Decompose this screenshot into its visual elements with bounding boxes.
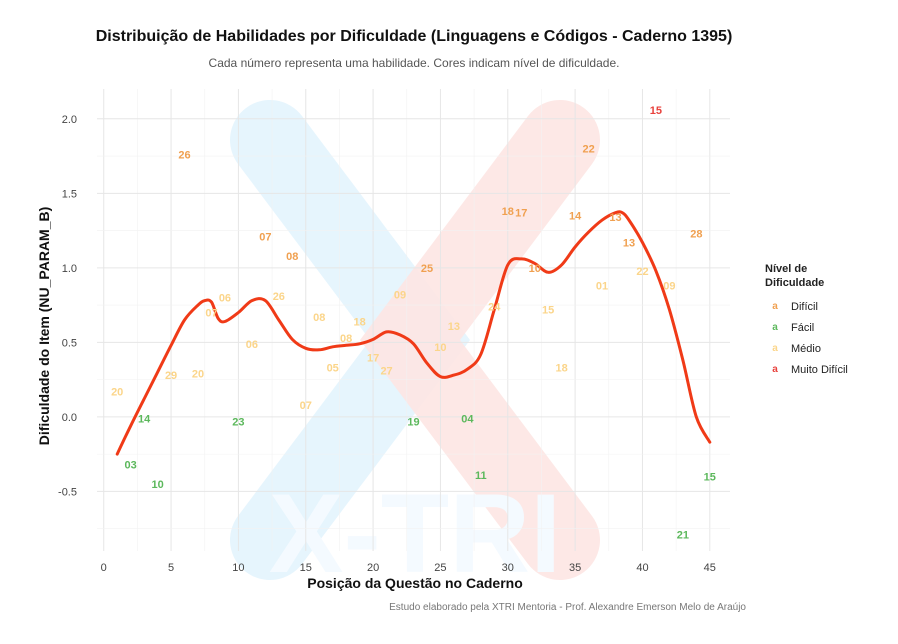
legend-key: a — [772, 364, 778, 375]
data-point-label: 11 — [475, 470, 487, 482]
data-point-label: 09 — [663, 281, 675, 293]
y-tick-label: 0.5 — [62, 337, 77, 349]
x-tick-label: 10 — [232, 562, 244, 574]
data-point-label: 18 — [556, 363, 568, 375]
y-tick-label: 1.0 — [62, 263, 77, 275]
data-point-label: 14 — [569, 211, 582, 223]
y-tick-label: 0.0 — [62, 412, 77, 424]
data-point-label: 07 — [205, 308, 217, 320]
data-point-label: 10 — [151, 479, 163, 491]
x-tick-label: 25 — [434, 562, 446, 574]
data-point-label: 01 — [596, 281, 608, 293]
data-point-label: 25 — [421, 263, 433, 275]
legend-label: Fácil — [791, 321, 815, 334]
data-point-label: 28 — [690, 229, 702, 241]
y-tick-label: -0.5 — [58, 486, 77, 498]
data-point-label: 06 — [219, 293, 231, 305]
data-point-label: 17 — [367, 352, 379, 364]
data-point-label: 21 — [677, 530, 689, 542]
data-point-label: 20 — [111, 387, 123, 399]
legend-label: Difícil — [791, 300, 818, 313]
legend-item: a Fácil — [765, 317, 848, 338]
points-group: 2003141029262007062306072608070805081817… — [111, 105, 716, 542]
x-tick-label: 30 — [502, 562, 514, 574]
data-point-label: 26 — [273, 291, 285, 303]
data-point-label: 24 — [488, 302, 501, 314]
x-tick-label: 40 — [636, 562, 648, 574]
x-axis-label: Posição da Questão no Caderno — [307, 575, 523, 591]
data-point-label: 06 — [246, 339, 258, 351]
data-point-label: 13 — [623, 238, 635, 250]
caption: Estudo elaborado pela XTRI Mentoria - Pr… — [389, 602, 746, 613]
data-point-label: 20 — [192, 369, 204, 381]
chart-subtitle: Cada número representa uma habilidade. C… — [208, 56, 620, 70]
data-point-label: 23 — [232, 416, 244, 428]
y-tick-label: 1.5 — [62, 188, 77, 200]
data-point-label: 04 — [461, 413, 474, 425]
legend-key: a — [772, 301, 778, 312]
data-point-label: 15 — [650, 105, 662, 117]
data-point-label: 07 — [259, 232, 271, 244]
x-tick-label: 15 — [300, 562, 312, 574]
data-point-label: 10 — [529, 263, 541, 275]
legend-label: Muito Difícil — [791, 363, 848, 376]
legend-item: a Médio — [765, 338, 848, 359]
data-point-label: 08 — [286, 251, 298, 263]
data-point-label: 05 — [327, 363, 339, 375]
data-point-label: 13 — [448, 321, 460, 333]
data-point-label: 09 — [394, 290, 406, 302]
legend-key: a — [772, 343, 778, 354]
x-tick-label: 35 — [569, 562, 581, 574]
legend-item: a Difícil — [765, 296, 848, 317]
data-point-label: 07 — [300, 400, 312, 412]
data-point-label: 18 — [502, 206, 514, 218]
data-point-label: 08 — [313, 312, 325, 324]
ticks-group: 0 5 10 15 20 25 30 35 40 45-0.50.00.51.01.52.0 — [58, 114, 716, 574]
chart-title: Distribuição de Habilidades por Dificuld… — [95, 28, 733, 45]
data-point-label: 08 — [340, 333, 352, 345]
y-axis-label: Dificuldade do Item (NU_PARAM_B) — [36, 207, 52, 446]
x-tick-label: 45 — [704, 562, 716, 574]
y-tick-label: 2.0 — [62, 114, 77, 126]
data-point-label: 22 — [636, 266, 648, 278]
data-point-label: 29 — [165, 370, 177, 382]
data-point-label: 17 — [515, 208, 527, 220]
grid — [97, 89, 730, 551]
legend-items: a Difícil a Fácil a Médio a Muito Difícil — [765, 296, 848, 380]
data-point-label: 19 — [407, 416, 419, 428]
data-point-label: 03 — [125, 460, 137, 472]
legend: Nível de Dificuldade a Difícil a Fácil a Médi… — [765, 262, 848, 380]
x-tick-label: 5 — [168, 562, 174, 574]
data-point-label: 26 — [178, 150, 190, 162]
data-point-label: 13 — [609, 212, 621, 224]
x-tick-label: 0 — [101, 562, 107, 574]
trend-line — [115, 210, 712, 456]
trend-line-group — [115, 210, 712, 456]
legend-label: Médio — [791, 342, 821, 355]
legend-key: a — [772, 322, 778, 333]
x-tick-label: 20 — [367, 562, 379, 574]
data-point-label: 15 — [704, 471, 716, 483]
data-point-label: 22 — [582, 144, 594, 156]
data-point-label: 10 — [434, 342, 446, 354]
data-point-label: 18 — [354, 316, 366, 328]
legend-title: Nível de Dificuldade — [765, 263, 825, 289]
data-point-label: 15 — [542, 305, 554, 317]
legend-item: a Muito Difícil — [765, 359, 848, 380]
data-point-label: 14 — [138, 413, 151, 425]
data-point-label: 27 — [380, 366, 392, 378]
